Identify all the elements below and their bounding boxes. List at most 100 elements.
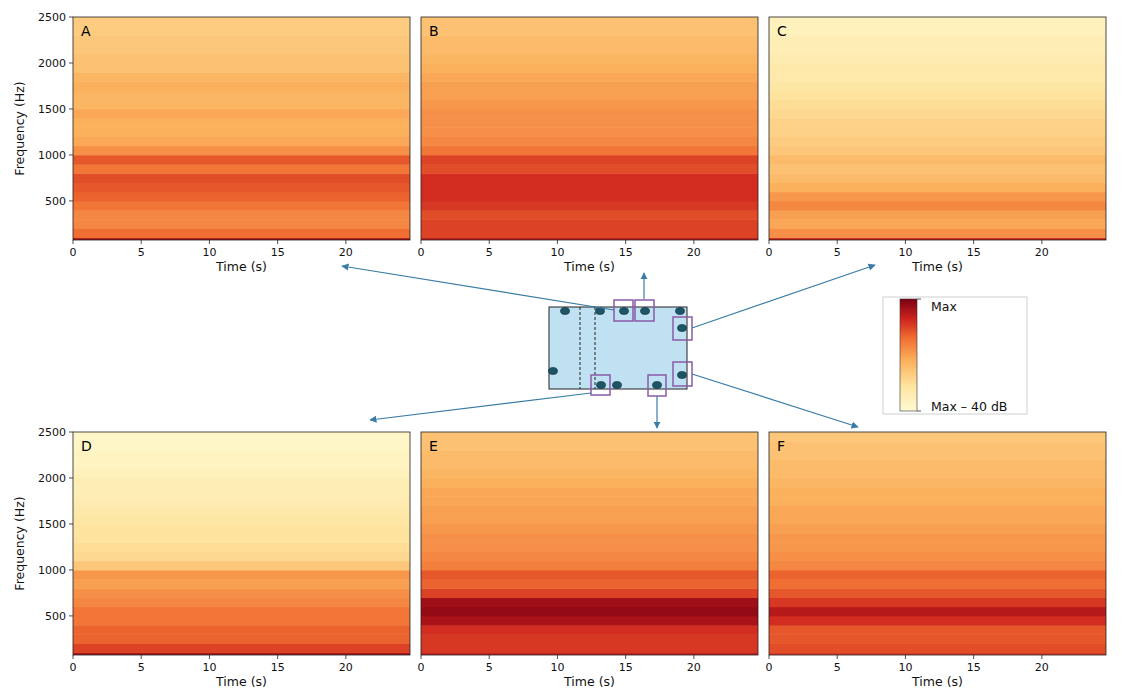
heatmap-cell xyxy=(769,26,1106,36)
panel: 05101520Time (s)B xyxy=(418,17,759,274)
heatmap-cells xyxy=(769,432,1106,655)
heatmap-cell xyxy=(73,35,410,45)
heatmap-cell xyxy=(73,570,410,580)
x-tick xyxy=(421,655,422,659)
x-tick xyxy=(557,240,558,244)
heatmap-cell xyxy=(421,173,758,183)
heatmap-cell xyxy=(73,542,410,552)
heatmap-cell xyxy=(73,91,410,101)
x-tick-label: 5 xyxy=(486,246,493,259)
panel: 05101520Time (s)F xyxy=(766,432,1107,689)
heatmap-cell xyxy=(73,118,410,128)
heatmap-cell xyxy=(421,478,758,488)
heatmap-cell xyxy=(769,460,1106,470)
heatmap-cell xyxy=(73,616,410,626)
y-tick-label: 1500 xyxy=(38,103,66,116)
y-tick xyxy=(69,17,73,18)
heatmap-cell xyxy=(769,72,1106,82)
heatmap-cell xyxy=(769,533,1106,543)
heatmap-cell xyxy=(73,450,410,460)
panel: 051015205001000150020002500Time (s)Frequ… xyxy=(12,426,410,689)
heatmap-cell xyxy=(769,441,1106,451)
heatmap-cell xyxy=(769,616,1106,626)
heatmap-cell xyxy=(421,63,758,73)
plot-frame xyxy=(73,432,410,655)
heatmap-cell xyxy=(421,109,758,119)
y-tick-label: 2500 xyxy=(38,11,66,24)
heatmap-cell xyxy=(421,542,758,552)
x-tick xyxy=(769,655,770,659)
heatmap-cell xyxy=(769,598,1106,608)
heatmap-cells xyxy=(73,17,410,240)
y-tick-label: 500 xyxy=(45,610,66,623)
hydrophone xyxy=(678,325,687,332)
heatmap-cell xyxy=(73,469,410,479)
heatmap-cell xyxy=(421,588,758,598)
y-tick-label: 1000 xyxy=(38,564,66,577)
heatmap-cell xyxy=(73,173,410,183)
arrow xyxy=(656,396,657,428)
heatmap-cell xyxy=(421,81,758,91)
heatmap-cell xyxy=(769,109,1106,119)
x-tick xyxy=(837,655,838,659)
heatmap-cell xyxy=(769,210,1106,220)
heatmap-cell xyxy=(421,634,758,644)
colorbar: MaxMax – 40 dB xyxy=(883,297,1027,414)
y-tick-label: 2000 xyxy=(38,472,66,485)
x-tick-label: 0 xyxy=(766,246,773,259)
heatmap-cell xyxy=(769,164,1106,174)
heatmap-cell xyxy=(421,146,758,156)
x-tick xyxy=(905,240,906,244)
heatmap-cell xyxy=(73,229,410,239)
x-tick xyxy=(73,240,74,244)
heatmap-cell xyxy=(73,100,410,110)
x-tick xyxy=(625,655,626,659)
heatmap-cell xyxy=(769,542,1106,552)
heatmap-cell xyxy=(421,127,758,137)
x-tick-label: 5 xyxy=(834,246,841,259)
heatmap-cell xyxy=(769,607,1106,617)
heatmap-cell xyxy=(73,524,410,534)
heatmap-cell xyxy=(73,496,410,506)
x-tick-label: 0 xyxy=(418,246,425,259)
heatmap-cell xyxy=(769,515,1106,525)
hydrophone xyxy=(678,372,687,379)
x-tick-label: 15 xyxy=(619,246,633,259)
x-tick-label: 5 xyxy=(138,661,145,674)
hydrophone xyxy=(597,382,606,389)
heatmap-cell xyxy=(73,192,410,202)
heatmap-cell xyxy=(421,210,758,220)
heatmap-cell xyxy=(73,515,410,525)
x-axis-title: Time (s) xyxy=(563,259,615,274)
heatmap-cell xyxy=(73,460,410,470)
panel-letter: D xyxy=(81,438,92,454)
arrow xyxy=(643,273,644,299)
y-tick xyxy=(69,154,73,155)
plot-frame xyxy=(769,17,1106,240)
heatmap-cell xyxy=(769,219,1106,229)
heatmap-cell xyxy=(421,26,758,36)
hydrophone xyxy=(676,308,685,315)
heatmap-cells xyxy=(73,432,410,655)
heatmap-cell xyxy=(73,588,410,598)
panel-letter: C xyxy=(777,23,787,39)
heatmap-cell xyxy=(421,506,758,516)
heatmap-cell xyxy=(421,155,758,165)
heatmap-cell xyxy=(769,54,1106,64)
heatmap-cells xyxy=(421,432,758,655)
panel: 05101520Time (s)E xyxy=(418,432,759,689)
x-tick-label: 10 xyxy=(898,661,912,674)
heatmap-cell xyxy=(421,496,758,506)
figure: 051015205001000150020002500Time (s)Frequ… xyxy=(0,0,1125,698)
hydrophone xyxy=(641,308,650,315)
heatmap-cell xyxy=(769,45,1106,55)
heatmap-cell xyxy=(73,183,410,193)
heatmap-cell xyxy=(421,100,758,110)
heatmap-cell xyxy=(73,45,410,55)
heatmap-cell xyxy=(421,625,758,635)
heatmap-cell xyxy=(421,17,758,27)
x-tick xyxy=(277,240,278,244)
highlight-box xyxy=(591,375,610,395)
heatmap-cells xyxy=(421,17,758,240)
plot-frame xyxy=(769,432,1106,655)
